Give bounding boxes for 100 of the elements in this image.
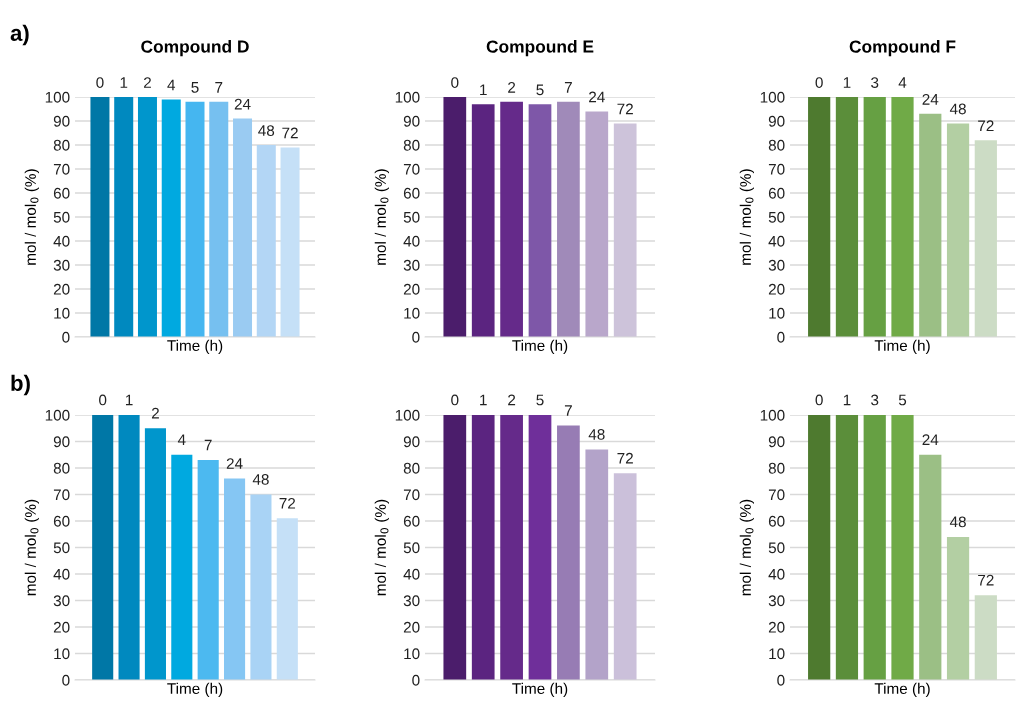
y-tick-label: 40 (768, 568, 785, 580)
chart-title: Compound F (849, 39, 956, 57)
bar (946, 536, 970, 680)
y-tick-label: 0 (777, 331, 785, 343)
category-label: 72 (978, 574, 994, 586)
category-label: 48 (258, 125, 275, 136)
y-tick-label: 90 (768, 436, 785, 448)
bar (974, 140, 997, 337)
category-label: 0 (451, 77, 459, 88)
y-tick-label: 90 (53, 436, 70, 448)
y-tick-label: 10 (769, 648, 785, 660)
y-tick-label: 80 (53, 462, 70, 474)
y-tick-label: 50 (403, 211, 420, 223)
category-label: 0 (99, 394, 107, 406)
y-tick-label: 50 (768, 542, 785, 554)
category-label: 5 (536, 84, 544, 96)
category-label: 3 (871, 77, 879, 88)
y-tick-label: 40 (403, 568, 420, 580)
y-tick-label: 30 (53, 259, 70, 271)
y-tick-label: 0 (62, 331, 70, 343)
bar (443, 415, 467, 680)
category-label: 24 (589, 91, 605, 103)
y-tick-label: 20 (403, 621, 420, 633)
bar (808, 97, 831, 337)
category-label: 24 (151, 407, 186, 445)
category-label: 24 (922, 93, 939, 105)
bar (557, 425, 580, 680)
y-tick-label: 50 (768, 211, 785, 223)
y-axis-title: mol / mol$_{0}$ (%) (24, 499, 39, 596)
y-tick-label: 60 (53, 515, 70, 527)
text: a) (10, 24, 29, 46)
bar (946, 123, 970, 337)
y-tick-label: 20 (768, 283, 785, 295)
y-tick-label: 90 (403, 115, 420, 127)
category-label: 0 (815, 394, 823, 406)
y-tick-label: 90 (768, 115, 785, 127)
category-label: 72 (617, 103, 633, 115)
y-tick-label: 10 (404, 648, 420, 660)
bar (835, 97, 859, 337)
category-label: 7 (564, 405, 572, 416)
y-tick-label: 70 (768, 489, 785, 501)
category-label: 3 (871, 394, 879, 406)
y-tick-label: 40 (53, 568, 70, 580)
category-label: 48 (949, 103, 966, 115)
y-axis-title: mol / mol$_{0}$ (%) (24, 169, 39, 265)
bar (974, 595, 997, 680)
category-label: 5 (536, 394, 544, 406)
category-label: 48 (949, 516, 966, 528)
y-tick-label: 90 (403, 436, 420, 448)
category-label: 0 (96, 77, 104, 88)
y-tick-label: 100 (395, 91, 420, 103)
y-tick-label: 0 (412, 331, 420, 343)
y-tick-label: 0 (62, 674, 70, 686)
y-tick-label: 70 (403, 489, 420, 501)
bar (808, 415, 831, 680)
bar (919, 454, 942, 680)
y-tick-label: 70 (53, 489, 70, 501)
bar (891, 97, 914, 337)
category-label: 0 (815, 77, 823, 88)
y-tick-label: 50 (53, 542, 70, 554)
y-tick-label: 30 (768, 595, 785, 607)
y-tick-label: 100 (760, 91, 785, 103)
x-axis-title: Time (h) (167, 682, 223, 698)
category-label: 1 (480, 394, 487, 406)
y-tick-label: 30 (768, 259, 785, 271)
y-tick-label: 70 (403, 163, 420, 175)
y-tick-label: 30 (53, 595, 70, 607)
y-tick-label: 60 (403, 187, 420, 199)
category-label: 1 (120, 77, 128, 88)
y-axis-title: mol / mol$_{0}$ (%) (374, 499, 389, 596)
y-tick-label: 70 (53, 163, 70, 175)
bar (528, 415, 552, 680)
bar (835, 415, 859, 680)
bar (471, 415, 495, 680)
category-label: 1 (843, 394, 851, 406)
y-axis-title: mol / mol$_{0}$ (%) (374, 169, 389, 265)
category-label: 1 (843, 77, 851, 88)
y-tick-label: 40 (403, 235, 420, 247)
chart-title: Compound D (141, 39, 249, 57)
bar (613, 473, 637, 680)
y-tick-label: 0 (412, 674, 420, 686)
category-label: 4 (898, 77, 907, 88)
y-tick-label: 90 (53, 115, 70, 127)
bar (500, 415, 523, 680)
x-axis-title: Time (h) (874, 339, 930, 355)
category-label: 24 (234, 98, 251, 110)
y-tick-label: 60 (403, 515, 420, 527)
x-axis-title: Time (h) (167, 339, 223, 355)
y-tick-label: 100 (45, 409, 70, 421)
y-tick-label: 10 (404, 307, 420, 319)
category-label: 72 (282, 127, 298, 139)
y-tick-label: 10 (54, 307, 70, 319)
bar (919, 113, 942, 337)
category-label: 5 (191, 82, 199, 93)
y-tick-label: 40 (53, 235, 70, 247)
y-tick-label: 30 (403, 595, 420, 607)
category-label: 1 (125, 394, 133, 406)
category-label: 72 (617, 452, 633, 464)
category-label: 1 (480, 84, 487, 96)
category-label: 5 (898, 394, 907, 406)
